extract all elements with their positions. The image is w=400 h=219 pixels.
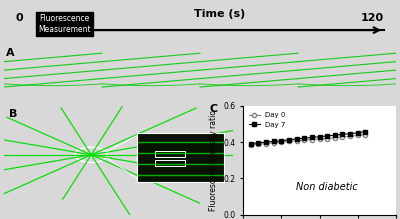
- Day 7: [363, 130, 368, 133]
- Day 7: [271, 140, 276, 143]
- Day 7: [332, 134, 337, 137]
- Legend: Day 0, Day 7: Day 0, Day 7: [246, 109, 288, 131]
- Day 0: [340, 136, 345, 138]
- Day 0: [317, 138, 322, 140]
- Line: Day 0: Day 0: [248, 132, 368, 147]
- Day 0: [256, 143, 261, 146]
- Day 7: [355, 132, 360, 134]
- Day 7: [264, 141, 268, 143]
- Day 7: [310, 136, 314, 139]
- Text: B: B: [8, 109, 17, 119]
- Day 0: [271, 141, 276, 144]
- Day 0: [264, 142, 268, 145]
- Day 7: [286, 138, 291, 141]
- Day 0: [332, 137, 337, 139]
- Text: C: C: [209, 104, 218, 114]
- Day 0: [310, 138, 314, 141]
- Text: Non diabetic: Non diabetic: [296, 182, 358, 193]
- Day 0: [294, 139, 299, 142]
- Y-axis label: Fluorescent intensity ratio: Fluorescent intensity ratio: [209, 110, 218, 211]
- Day 7: [279, 139, 284, 142]
- Day 0: [355, 134, 360, 137]
- Day 7: [317, 135, 322, 138]
- Day 0: [248, 143, 253, 146]
- Day 0: [363, 133, 368, 136]
- Day 7: [248, 142, 253, 145]
- Day 7: [294, 138, 299, 140]
- Day 7: [302, 137, 307, 140]
- Day 0: [286, 140, 291, 143]
- Text: A: A: [6, 48, 14, 58]
- Text: 120: 120: [361, 13, 384, 23]
- Day 0: [279, 141, 284, 143]
- Day 0: [325, 137, 330, 140]
- Day 7: [256, 141, 261, 144]
- Day 0: [302, 139, 307, 141]
- Day 7: [325, 135, 330, 137]
- Day 7: [340, 133, 345, 136]
- Day 7: [348, 132, 352, 135]
- Text: Fluorescence
Measurement: Fluorescence Measurement: [38, 14, 91, 34]
- Line: Day 7: Day 7: [248, 130, 368, 146]
- Text: 0: 0: [16, 13, 24, 23]
- Day 0: [348, 135, 352, 138]
- Text: Time (s): Time (s): [194, 9, 245, 19]
